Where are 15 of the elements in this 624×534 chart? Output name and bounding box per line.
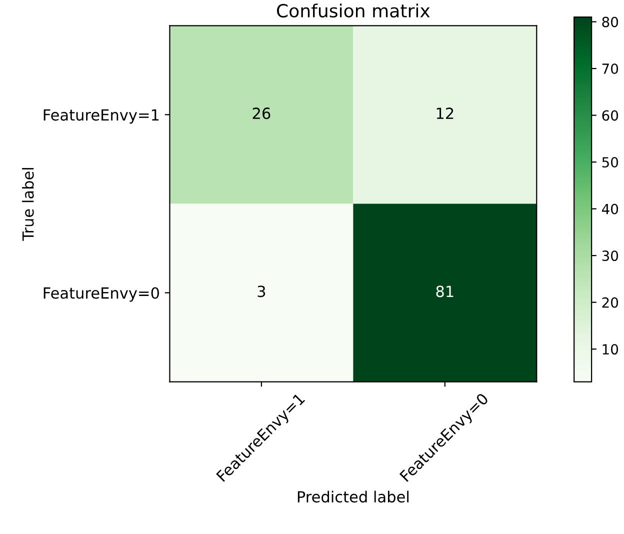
color-bar-label: 30 [602, 250, 618, 262]
color-bar-label: 80 [602, 16, 618, 28]
color-bar-label: 10 [602, 344, 618, 355]
chart-title: Confusion matrix [276, 4, 430, 18]
color-bar-label: 20 [602, 297, 618, 308]
color-bar-label: 70 [602, 63, 618, 74]
y-axis-title: True label [22, 168, 34, 241]
color-bar-label: 50 [602, 157, 618, 168]
data-label: 12 [436, 108, 454, 119]
color-bar-label: 60 [602, 110, 618, 121]
x-axis-title: Predicted label [298, 490, 409, 503]
data-label: 81 [436, 286, 454, 298]
data-label: 26 [252, 108, 270, 120]
color-bar-label: 40 [602, 204, 618, 214]
data-label: 3 [258, 286, 266, 298]
